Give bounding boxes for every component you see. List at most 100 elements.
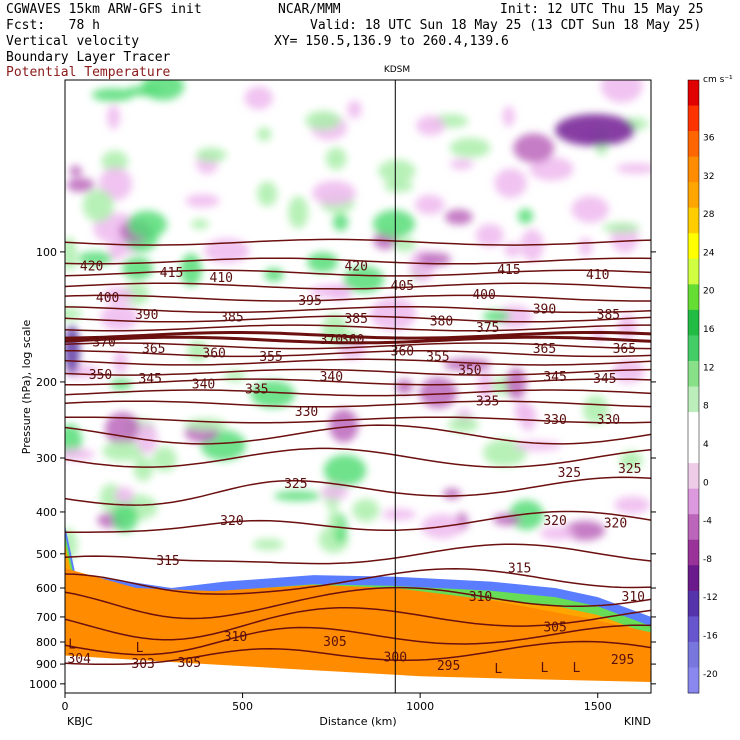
velocity-cell xyxy=(612,359,645,384)
velocity-cell xyxy=(602,222,640,233)
velocity-cell xyxy=(442,488,461,500)
theta-label: 360 xyxy=(341,333,364,348)
theta-label: 303 xyxy=(131,657,154,672)
colorbar-label: -8 xyxy=(703,555,712,565)
colorbar-swatch xyxy=(688,105,699,132)
velocity-cell xyxy=(113,349,128,375)
colorbar-swatch xyxy=(688,590,699,617)
theta-label: 390 xyxy=(135,308,158,323)
colorbar-swatch xyxy=(688,156,699,183)
plot-frame xyxy=(64,79,652,694)
theta-contour xyxy=(65,424,651,445)
velocity-cell xyxy=(114,486,134,505)
velocity-cell xyxy=(91,88,135,102)
theta-label: 360 xyxy=(391,344,414,359)
station-marker-label: KDSM xyxy=(384,65,410,75)
theta-label: 385 xyxy=(597,308,620,323)
velocity-cell xyxy=(102,441,144,462)
colorbar: 36 32 28 24 20 16 12 8 4 0 -4 -8 -12 -16 -20 xyxy=(687,79,718,694)
velocity-cell xyxy=(382,508,417,521)
y-tick-label: 900 xyxy=(36,658,57,671)
theta-label: 370 xyxy=(320,333,343,348)
theta-label: 355 xyxy=(426,350,449,365)
theta-label: 310 xyxy=(469,590,492,605)
y-tick-label: 700 xyxy=(36,611,57,624)
velocity-cell xyxy=(152,446,177,472)
x-tick-label: 1000 xyxy=(406,700,434,713)
velocity-cell xyxy=(347,100,362,119)
colorbar-swatch xyxy=(688,616,699,643)
colorbar-swatch xyxy=(688,80,699,107)
init-time: Init: 12 UTC Thu 15 May 25 xyxy=(500,2,704,17)
theta-contour xyxy=(65,476,651,506)
colorbar-swatch xyxy=(688,258,699,285)
velocity-cell xyxy=(514,400,530,422)
theta-contour xyxy=(65,257,651,265)
velocity-cell xyxy=(529,157,574,181)
theta-contour xyxy=(65,358,651,366)
colorbar-label: 12 xyxy=(703,363,714,373)
station-right-label: KIND xyxy=(624,715,651,728)
velocity-cell xyxy=(329,409,359,443)
velocity-cell xyxy=(323,454,367,486)
theta-contour xyxy=(65,238,651,246)
velocity-cell xyxy=(417,252,452,266)
x-tick-label: 500 xyxy=(232,700,253,713)
velocity-cell xyxy=(383,180,414,193)
velocity-cell xyxy=(196,147,227,163)
x-tick-label: 1500 xyxy=(584,700,612,713)
x-axis-label: Distance (km) xyxy=(319,715,396,728)
velocity-cell xyxy=(65,424,83,457)
colorbar-swatch xyxy=(688,360,699,387)
colorbar-swatch xyxy=(688,233,699,260)
velocity-cell xyxy=(475,223,504,247)
velocity-cell xyxy=(250,380,296,408)
colorbar-label: -16 xyxy=(703,632,718,642)
velocity-cell xyxy=(504,242,521,258)
velocity-cell xyxy=(578,237,593,257)
velocity-cell xyxy=(615,163,651,174)
velocity-cell xyxy=(321,484,349,500)
theta-label: 385 xyxy=(220,311,243,326)
colorbar-label: -12 xyxy=(703,593,718,603)
theta-contour xyxy=(65,606,651,641)
velocity-cell xyxy=(312,180,356,206)
velocity-cell xyxy=(65,307,83,321)
velocity-cell xyxy=(127,210,168,239)
colorbar-swatch xyxy=(688,386,699,413)
theta-contour xyxy=(65,624,651,656)
theta-contour xyxy=(65,378,651,386)
theta-contour xyxy=(65,305,651,314)
theta-label: 345 xyxy=(138,372,161,387)
theta-label: 415 xyxy=(497,263,520,278)
velocity-cell xyxy=(447,416,479,433)
colorbar-swatch xyxy=(688,412,699,439)
y-axis-label: Pressure (hPa), log scale xyxy=(20,320,33,455)
theta-label: 305 xyxy=(543,620,566,635)
colorbar-swatch xyxy=(688,539,699,566)
theta-label: 375 xyxy=(476,321,499,336)
colorbar-swatch xyxy=(688,335,699,362)
y-tick-label: 100 xyxy=(36,246,57,259)
theta-contour xyxy=(65,324,651,332)
theta-label: 365 xyxy=(613,342,636,357)
theta-label: 400 xyxy=(96,291,119,306)
theta-contour xyxy=(65,510,651,533)
theta-label: 335 xyxy=(245,382,268,397)
velocity-cell xyxy=(305,110,341,131)
colorbar-units: cm s⁻¹ xyxy=(703,75,733,85)
terrain-mask xyxy=(65,655,651,693)
theta-label: 365 xyxy=(533,342,556,357)
velocity-cell xyxy=(107,104,121,130)
colorbar-swatch xyxy=(688,565,699,592)
theta-label: 320 xyxy=(604,516,627,531)
theta-label: 305 xyxy=(178,656,201,671)
theta-contour xyxy=(65,447,651,468)
theta-label: 305 xyxy=(323,635,346,650)
colorbar-label: 0 xyxy=(703,478,709,488)
y-tick-label: 600 xyxy=(36,582,57,595)
velocity-cell xyxy=(517,208,534,224)
theta-contour xyxy=(65,568,651,595)
velocity-cell xyxy=(125,85,162,97)
theta-label: 310 xyxy=(224,630,247,645)
